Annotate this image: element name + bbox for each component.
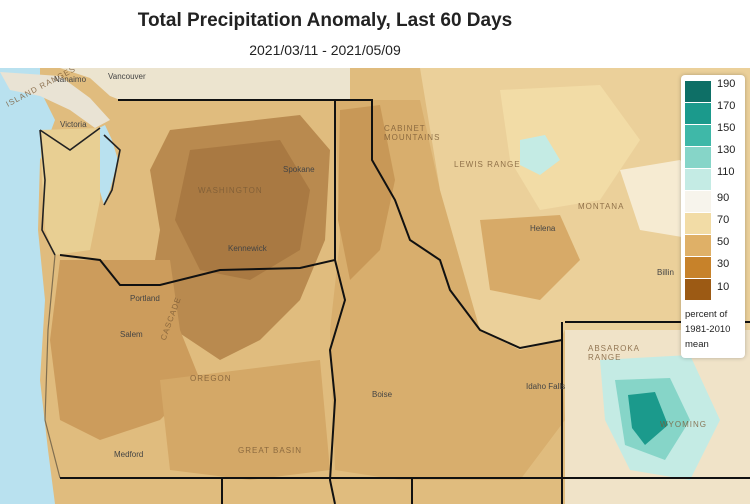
map-title: Total Precipitation Anomaly, Last 60 Day… [137,10,513,31]
legend-swatch-110 [685,169,711,190]
wa-west-coast [39,129,56,256]
wyoming-wettest-area [628,392,668,445]
legend-swatch-90 [685,191,711,212]
label-boise: Boise [372,390,393,399]
label-salem: Salem [120,330,143,339]
label-absaroka-range: ABSAROKA RANGE [588,344,640,362]
legend-tick-190: 190 [717,78,736,90]
puget-sound [95,125,118,205]
legend-swatch-70 [685,213,711,234]
bc-mainland [60,68,350,100]
label-billings: Billin [657,268,674,277]
label-cabinet-mountains: CABINET MOUNTAINS [384,124,441,142]
legend-tick-50: 50 [717,236,730,248]
label-kennewick: Kennewick [228,244,267,253]
wa-coastline [39,127,121,206]
legend-swatch-50 [685,235,711,256]
label-medford: Medford [114,450,144,459]
legend-tick-130: 130 [717,144,736,156]
label-vancouver: Vancouver [108,72,146,81]
legend-note-line3: mean [685,339,709,350]
idaho-montana-border [335,99,563,350]
idaho-north-dry [338,105,395,280]
montana-dry-patch [480,215,580,300]
legend-tick-170: 170 [717,100,736,112]
label-victoria: Victoria [60,120,87,129]
legend-swatch-30 [685,257,711,278]
montana-light-patch [500,85,640,210]
pacific-ocean [0,68,55,504]
color-legend: 190 170 150 130 110 90 70 50 30 10 perce… [681,75,745,358]
label-oregon: OREGON [190,374,232,383]
legend-swatch-130 [685,147,711,168]
legend-tick-30: 30 [717,258,730,270]
legend-swatch-10 [685,279,711,300]
map-canvas [0,68,750,504]
legend-note-line1: percent of [685,309,728,320]
label-idaho-falls: Idaho Falls [526,382,566,391]
label-lewis-range: LEWIS RANGE [454,160,521,169]
date-range: 2021/03/11 - 2021/05/09 [249,42,401,58]
oregon-idaho-border [328,259,347,504]
label-montana: MONTANA [578,202,625,211]
label-spokane: Spokane [283,165,315,174]
legend-note: percent of 1981-2010 mean [685,307,730,352]
legend-note-line2: 1981-2010 [685,324,731,335]
washington-border [59,99,336,286]
or-coast [44,254,61,479]
bc-land [0,72,110,128]
wa-coast [40,128,100,255]
legend-tick-110: 110 [717,166,735,178]
map-header: Total Precipitation Anomaly, Last 60 Day… [0,0,750,68]
label-helena: Helena [530,224,556,233]
precipitation-map[interactable]: Nanaimo Vancouver Victoria Spokane Kenne… [0,68,750,504]
legend-swatch-170 [685,103,711,124]
or-southeast [160,360,330,480]
legend-tick-70: 70 [717,214,730,226]
label-great-basin: GREAT BASIN [238,446,303,455]
label-washington: WASHINGTON [198,186,263,195]
legend-tick-90: 90 [717,192,730,204]
legend-tick-10: 10 [717,281,730,293]
legend-tick-150: 150 [717,122,736,134]
montana-wet-spot [520,135,560,175]
legend-swatch-190 [685,81,711,102]
driest-core [175,140,310,280]
legend-swatch-150 [685,125,711,146]
label-wyoming: WYOMING [660,420,707,429]
label-portland: Portland [130,294,160,303]
label-nanaimo: Nanaimo [54,75,87,84]
